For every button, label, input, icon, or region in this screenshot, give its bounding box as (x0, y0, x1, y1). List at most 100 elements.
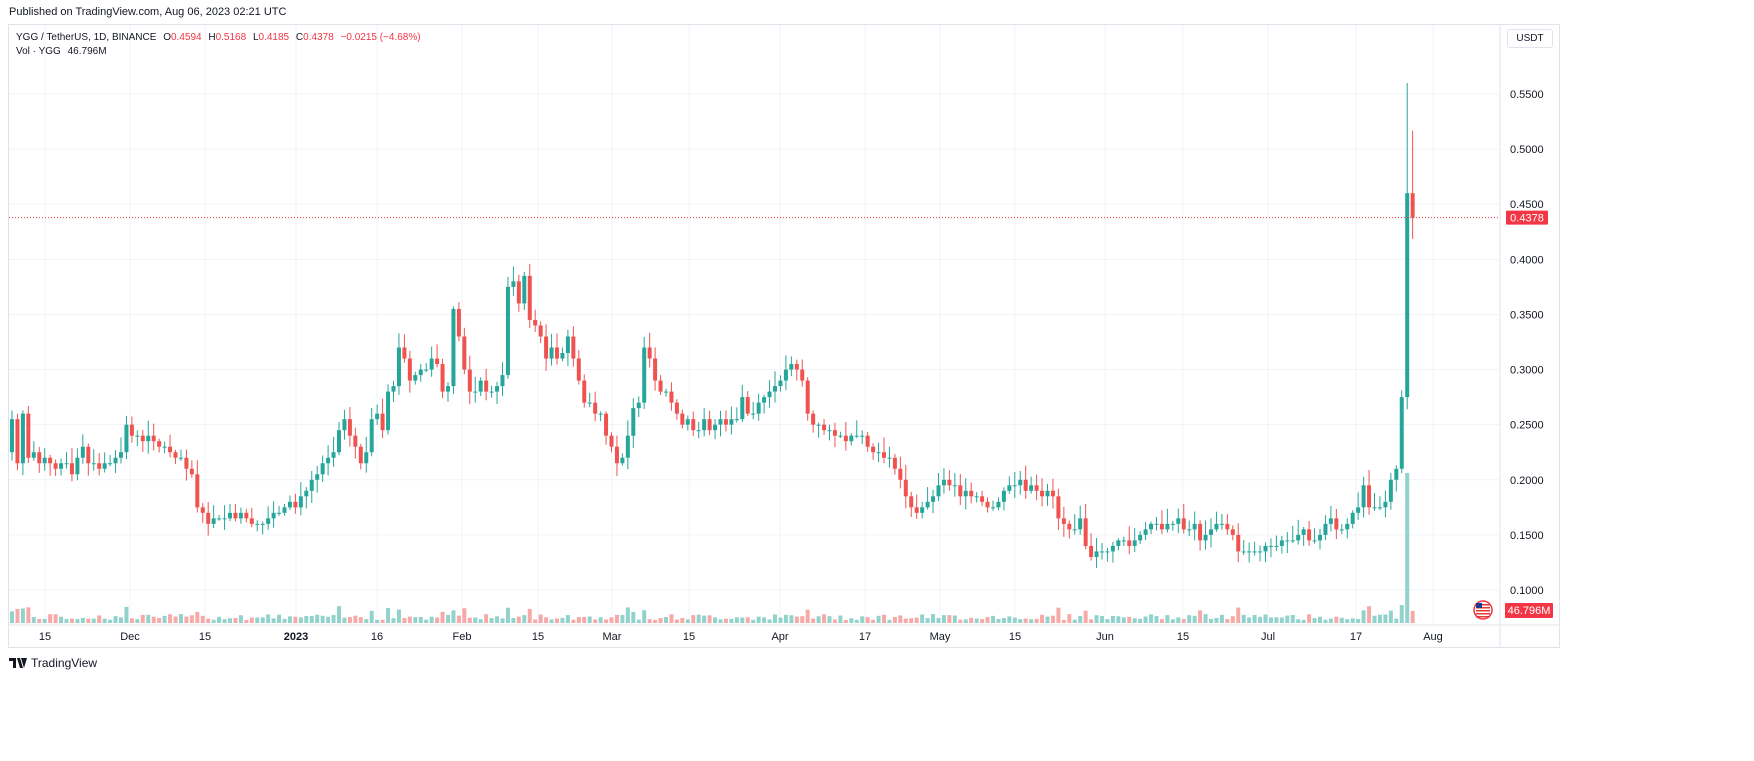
volume-bar (898, 615, 903, 623)
volume-bar (773, 614, 777, 623)
candle-body (1181, 518, 1186, 530)
volume-bar (1285, 615, 1290, 623)
volume-bar (598, 617, 603, 623)
candle-body (729, 419, 734, 425)
volume-bar (1181, 618, 1186, 623)
volume-bar (1170, 619, 1175, 623)
volume-bar (337, 606, 341, 623)
volume-bar (674, 619, 679, 623)
volume-bar (424, 619, 429, 623)
candle-body (1285, 540, 1290, 542)
volume-bar (249, 617, 254, 623)
volume-bar (767, 619, 772, 623)
volume-bar (1143, 616, 1148, 623)
candle-body (26, 413, 31, 458)
candle-body (375, 413, 380, 420)
volume-bar (969, 617, 974, 623)
time-tick-label: 15 (683, 631, 695, 643)
volume-bar (533, 619, 538, 623)
candle-body (696, 430, 701, 432)
candle-body (200, 507, 205, 513)
volume-bar (642, 610, 647, 623)
candle-body (1312, 540, 1317, 542)
volume-bar (42, 618, 47, 623)
candle-body (609, 435, 614, 447)
volume-bar (691, 615, 696, 623)
candle-body (794, 364, 799, 370)
candle-body (816, 424, 821, 426)
volume-bar (304, 616, 309, 623)
candle-body (91, 463, 96, 465)
candle-body (287, 501, 292, 508)
volume-bar (1165, 615, 1170, 623)
candle-body (969, 490, 974, 497)
candle-body (69, 463, 74, 475)
candle-body (413, 375, 418, 381)
volume-bar (1296, 619, 1301, 623)
volume-bar (64, 618, 69, 623)
volume-bar (1023, 618, 1028, 623)
candle-body (1165, 523, 1170, 530)
candle-body (353, 435, 358, 447)
candle-body (1110, 545, 1115, 552)
candle-body (980, 496, 985, 502)
volume-bar (91, 618, 96, 623)
candle-body (1236, 534, 1241, 552)
volume-bar (364, 619, 369, 623)
candle-body (64, 463, 69, 465)
volume-bar (511, 617, 516, 623)
currency-button[interactable]: USDT (1507, 29, 1553, 48)
candle-body (740, 397, 745, 420)
candle-body (407, 358, 412, 381)
candle-body (767, 391, 772, 398)
volume-bar (527, 608, 532, 623)
candle-body (217, 518, 222, 520)
candle-body (298, 496, 303, 508)
volume-bar (211, 619, 216, 623)
candle-body (636, 402, 641, 409)
candle-body (211, 518, 216, 524)
volume-bar (505, 607, 510, 623)
volume-bar (402, 617, 407, 623)
volume-bar (920, 614, 925, 623)
candle-body (271, 512, 276, 519)
candle-body (789, 364, 794, 370)
volume-bar (1116, 616, 1121, 623)
candle-body (936, 485, 941, 497)
volume-bar (664, 617, 668, 623)
candle-body (832, 430, 837, 436)
candle-body (805, 380, 810, 414)
volume-bar (342, 617, 347, 623)
volume-bar (805, 609, 810, 623)
candle-body (669, 391, 674, 403)
tradingview-branding[interactable]: TradingView (9, 656, 97, 670)
volume-bar (1083, 610, 1088, 623)
candle-body (1307, 529, 1312, 541)
volume-bar (331, 615, 336, 623)
volume-bar (963, 619, 968, 623)
last-price-badge (1506, 210, 1548, 225)
volume-bar (522, 615, 527, 623)
volume-bar (500, 618, 505, 623)
candle-body (582, 380, 587, 403)
volume-bars (10, 473, 1415, 623)
volume-bar (140, 614, 145, 623)
candle-body (756, 402, 761, 414)
volume-bar (658, 618, 663, 623)
candle-body (996, 501, 1001, 508)
volume-bar (440, 611, 445, 623)
volume-bar (473, 617, 478, 623)
candle-body (1187, 529, 1192, 531)
candle-body (1274, 545, 1279, 547)
volume-bar (849, 618, 854, 623)
candle-body (1143, 529, 1148, 535)
candle-body (157, 441, 162, 447)
candle-body (456, 308, 461, 337)
time-tick-label: May (930, 631, 951, 643)
volume-bar (582, 616, 587, 623)
candle-body (1198, 523, 1203, 541)
candle-body (1334, 518, 1339, 530)
volume-bar (1056, 607, 1061, 623)
chart-grid (9, 25, 1559, 648)
